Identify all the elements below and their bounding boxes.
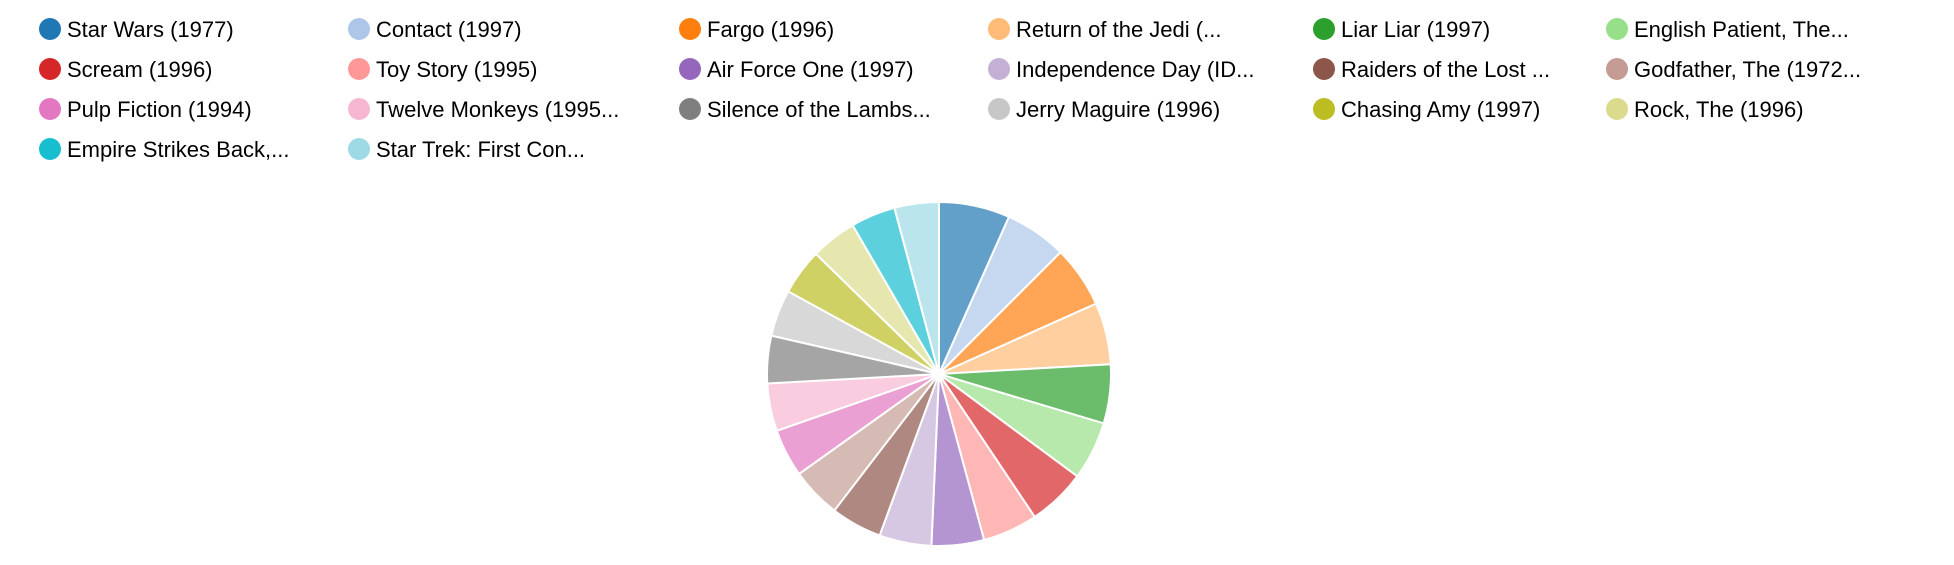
legend-swatch bbox=[348, 138, 370, 160]
legend-label: Toy Story (1995) bbox=[376, 57, 537, 82]
legend-item[interactable]: Rock, The (1996) bbox=[1606, 97, 1804, 122]
legend-label: Star Trek: First Con... bbox=[376, 137, 585, 162]
legend-label: Rock, The (1996) bbox=[1634, 97, 1804, 122]
legend-swatch bbox=[39, 98, 61, 120]
legend-item[interactable]: Godfather, The (1972... bbox=[1606, 57, 1861, 82]
legend-item[interactable]: Empire Strikes Back,... bbox=[39, 137, 290, 162]
legend-label: Fargo (1996) bbox=[707, 17, 834, 42]
legend-item[interactable]: Twelve Monkeys (1995... bbox=[348, 97, 619, 122]
legend-label: Chasing Amy (1997) bbox=[1341, 97, 1540, 122]
legend-item[interactable]: Contact (1997) bbox=[348, 17, 522, 42]
legend-swatch bbox=[988, 58, 1010, 80]
legend-item[interactable]: Raiders of the Lost ... bbox=[1313, 57, 1550, 82]
legend-item[interactable]: Silence of the Lambs... bbox=[679, 97, 931, 122]
legend-swatch bbox=[679, 18, 701, 40]
legend-label: Empire Strikes Back,... bbox=[67, 137, 290, 162]
legend-item[interactable]: Pulp Fiction (1994) bbox=[39, 97, 252, 122]
legend-swatch bbox=[39, 18, 61, 40]
legend: Star Wars (1977) Contact (1997) Fargo (199… bbox=[39, 17, 1861, 162]
pie bbox=[765, 200, 1112, 547]
legend-item[interactable]: Air Force One (1997) bbox=[679, 57, 914, 82]
legend-swatch bbox=[1313, 58, 1335, 80]
legend-label: Jerry Maguire (1996) bbox=[1016, 97, 1220, 122]
legend-item[interactable]: Independence Day (ID... bbox=[988, 57, 1254, 82]
legend-item[interactable]: Liar Liar (1997) bbox=[1313, 17, 1490, 42]
legend-item[interactable]: English Patient, The... bbox=[1606, 17, 1849, 42]
legend-label: Raiders of the Lost ... bbox=[1341, 57, 1550, 82]
legend-label: Independence Day (ID... bbox=[1016, 57, 1254, 82]
legend-swatch bbox=[1606, 18, 1628, 40]
legend-label: Contact (1997) bbox=[376, 17, 522, 42]
legend-swatch bbox=[39, 138, 61, 160]
legend-label: Return of the Jedi (... bbox=[1016, 17, 1221, 42]
legend-label: Silence of the Lambs... bbox=[707, 97, 931, 122]
legend-label: Godfather, The (1972... bbox=[1634, 57, 1861, 82]
legend-item[interactable]: Toy Story (1995) bbox=[348, 57, 537, 82]
legend-swatch bbox=[1606, 58, 1628, 80]
legend-swatch bbox=[348, 98, 370, 120]
legend-swatch bbox=[348, 58, 370, 80]
legend-swatch bbox=[1313, 98, 1335, 120]
pie-slice[interactable] bbox=[893, 200, 940, 375]
legend-item[interactable]: Star Wars (1977) bbox=[39, 17, 234, 42]
legend-swatch bbox=[348, 18, 370, 40]
legend-swatch bbox=[1313, 18, 1335, 40]
legend-label: Liar Liar (1997) bbox=[1341, 17, 1490, 42]
legend-label: Twelve Monkeys (1995... bbox=[376, 97, 619, 122]
legend-swatch bbox=[679, 58, 701, 80]
legend-label: Air Force One (1997) bbox=[707, 57, 914, 82]
legend-label: English Patient, The... bbox=[1634, 17, 1849, 42]
legend-swatch bbox=[679, 98, 701, 120]
legend-item[interactable]: Scream (1996) bbox=[39, 57, 213, 82]
legend-label: Scream (1996) bbox=[67, 57, 213, 82]
legend-swatch bbox=[39, 58, 61, 80]
legend-label: Pulp Fiction (1994) bbox=[67, 97, 252, 122]
legend-swatch bbox=[988, 98, 1010, 120]
legend-item[interactable]: Jerry Maguire (1996) bbox=[988, 97, 1220, 122]
legend-item[interactable]: Star Trek: First Con... bbox=[348, 137, 585, 162]
legend-item[interactable]: Chasing Amy (1997) bbox=[1313, 97, 1540, 122]
legend-swatch bbox=[988, 18, 1010, 40]
legend-item[interactable]: Fargo (1996) bbox=[679, 17, 834, 42]
legend-item[interactable]: Return of the Jedi (... bbox=[988, 17, 1221, 42]
legend-swatch bbox=[1606, 98, 1628, 120]
legend-label: Star Wars (1977) bbox=[67, 17, 234, 42]
